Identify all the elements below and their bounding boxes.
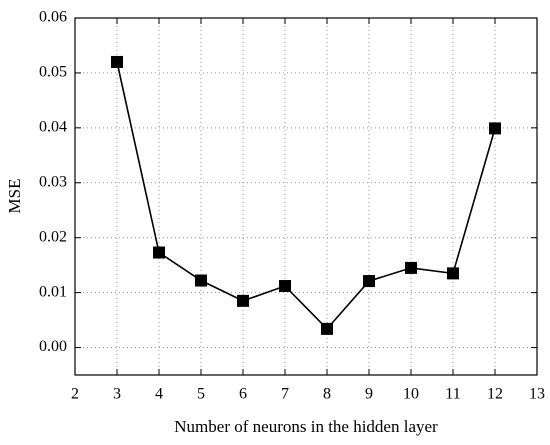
- y-tick-label: 0.03: [39, 173, 67, 190]
- x-tick-label: 13: [529, 386, 545, 403]
- y-tick-label: 0.06: [39, 9, 67, 26]
- y-tick-label: 0.04: [39, 119, 67, 136]
- y-tick-label: 0.02: [39, 228, 67, 245]
- y-tick-label: 0.00: [39, 338, 67, 355]
- x-tick-label: 8: [323, 386, 331, 403]
- data-line: [116, 61, 496, 331]
- x-tick-label: 9: [365, 386, 373, 403]
- x-tick-label: 2: [71, 386, 79, 403]
- x-axis-label: Number of neurons in the hidden layer: [174, 417, 438, 436]
- data-point: [153, 246, 165, 259]
- x-tick-label: 5: [197, 386, 205, 403]
- x-tick-label: 12: [487, 386, 503, 403]
- data-point: [405, 261, 417, 274]
- plot-frame: [74, 17, 538, 376]
- x-tick-label: 4: [155, 386, 163, 403]
- x-tick-label: 11: [445, 386, 460, 403]
- data-point: [447, 267, 459, 280]
- x-tick-label: 7: [281, 386, 289, 403]
- data-point: [363, 275, 375, 288]
- x-tick-label: 3: [113, 386, 121, 403]
- x-tick-label: 6: [239, 386, 247, 403]
- data-point: [237, 294, 249, 307]
- y-axis-label: MSE: [5, 179, 24, 214]
- data-point: [195, 274, 207, 287]
- x-tick-label: 10: [403, 386, 419, 403]
- y-tick-label: 0.05: [39, 64, 67, 81]
- y-tick-label: 0.01: [39, 283, 67, 300]
- data-point: [111, 55, 123, 68]
- data-point: [489, 122, 501, 135]
- data-point: [321, 322, 333, 335]
- data-point: [279, 280, 291, 293]
